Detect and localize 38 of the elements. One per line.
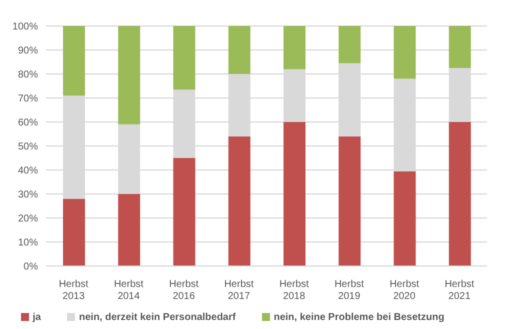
legend-label: nein, keine Probleme bei Besetzung (274, 312, 444, 323)
bar (284, 26, 306, 70)
x-tick-label: Herbst 2016 (169, 279, 199, 302)
y-tick-label: 50% (18, 142, 38, 153)
bar (228, 26, 250, 74)
legend-label: ja (32, 312, 41, 323)
bar (118, 194, 140, 266)
bar (173, 158, 196, 266)
legend-label: nein, derzeit kein Personalbedarf (79, 312, 236, 323)
bar (118, 26, 140, 124)
bar (394, 26, 416, 79)
x-tick-label: Herbst 2014 (114, 279, 144, 302)
bar (338, 136, 361, 266)
bar (63, 198, 85, 266)
y-tick-label: 0% (24, 262, 38, 273)
y-tick-label: 40% (18, 166, 38, 177)
x-tick-label: Herbst 2013 (58, 279, 89, 302)
x-tick-label: Herbst 2018 (279, 279, 310, 302)
y-tick-label: 20% (18, 214, 38, 225)
y-tick-label: 80% (18, 70, 38, 81)
x-tick-label: Herbst 2021 (444, 279, 474, 302)
bar (448, 122, 471, 266)
bar (284, 122, 306, 266)
bar (448, 26, 471, 68)
y-tick-label: 70% (18, 94, 38, 105)
y-tick-label: 30% (18, 190, 38, 201)
y-tick-label: 90% (18, 46, 38, 57)
x-tick-label: Herbst 2020 (390, 279, 420, 302)
y-tick-label: 100% (12, 22, 38, 33)
y-tick-label: 60% (18, 118, 38, 129)
bar (173, 26, 196, 90)
bar (338, 26, 361, 64)
x-tick-label: Herbst 2019 (334, 279, 364, 302)
y-tick-label: 10% (18, 238, 38, 249)
bar (394, 171, 416, 266)
x-tick-label: Herbst 2017 (224, 279, 254, 302)
bar (63, 26, 85, 96)
bar (228, 136, 250, 266)
